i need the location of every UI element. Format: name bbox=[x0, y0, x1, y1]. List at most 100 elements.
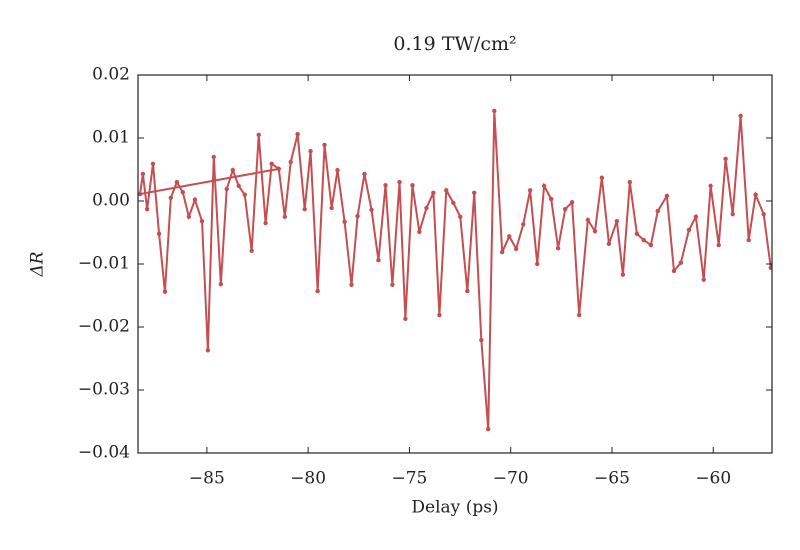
axes-frame bbox=[137, 74, 773, 454]
data-point bbox=[269, 161, 274, 167]
data-point bbox=[562, 206, 568, 212]
data-point bbox=[168, 195, 174, 201]
data-point bbox=[180, 189, 185, 195]
data-point bbox=[458, 214, 463, 219]
data-point bbox=[444, 188, 449, 193]
data-point bbox=[199, 218, 205, 224]
data-point bbox=[369, 207, 374, 213]
data-point bbox=[701, 277, 706, 282]
data-point bbox=[162, 289, 168, 294]
data-point bbox=[620, 272, 626, 277]
data-point bbox=[746, 237, 751, 243]
y-tick-label: −0.04 bbox=[78, 443, 130, 463]
data-point bbox=[492, 108, 497, 114]
data-point bbox=[276, 166, 281, 172]
data-point bbox=[205, 348, 211, 353]
plot-area bbox=[138, 108, 772, 432]
data-point bbox=[768, 265, 772, 270]
data-point bbox=[256, 132, 261, 138]
data-point bbox=[349, 282, 354, 287]
data-point bbox=[236, 183, 241, 189]
data-point bbox=[716, 242, 721, 248]
y-tick-label: 0.00 bbox=[92, 191, 130, 211]
data-point bbox=[678, 260, 684, 265]
data-point bbox=[174, 179, 180, 185]
data-point bbox=[555, 246, 561, 251]
y-tick-label: −0.02 bbox=[78, 317, 130, 337]
data-point bbox=[144, 206, 150, 212]
data-point bbox=[138, 191, 143, 197]
data-point bbox=[634, 231, 640, 236]
data-point bbox=[723, 156, 728, 161]
data-point bbox=[465, 288, 470, 294]
data-point bbox=[263, 220, 268, 226]
data-point bbox=[403, 316, 408, 322]
data-point bbox=[569, 200, 575, 205]
data-point bbox=[693, 214, 699, 219]
data-point bbox=[424, 205, 429, 211]
data-point bbox=[288, 159, 293, 165]
data-point bbox=[322, 142, 327, 148]
data-point bbox=[641, 237, 646, 243]
data-point bbox=[730, 212, 735, 217]
data-point bbox=[302, 206, 307, 212]
data-point bbox=[329, 205, 334, 211]
x-tick-label: −85 bbox=[189, 469, 225, 489]
data-point bbox=[585, 217, 591, 223]
data-point bbox=[224, 186, 229, 192]
data-point bbox=[342, 219, 347, 224]
data-point bbox=[295, 132, 300, 137]
data-point bbox=[192, 197, 198, 202]
x-tick-label: −60 bbox=[695, 469, 731, 489]
x-tick-label: −75 bbox=[391, 469, 427, 489]
x-tick-label: −80 bbox=[290, 469, 326, 489]
data-point bbox=[576, 312, 582, 318]
data-point bbox=[362, 171, 367, 177]
chart-title: 0.19 TW/cm² bbox=[393, 33, 516, 55]
data-point bbox=[535, 261, 540, 267]
y-tick-label: 0.01 bbox=[92, 128, 130, 148]
y-tick-label: 0.02 bbox=[92, 65, 130, 85]
y-axis-label: ΔR bbox=[28, 251, 48, 277]
data-point bbox=[599, 175, 605, 180]
x-tick-label: −65 bbox=[594, 469, 630, 489]
data-point bbox=[507, 234, 512, 239]
data-point bbox=[410, 183, 415, 188]
data-point bbox=[499, 249, 505, 255]
data-point bbox=[614, 218, 620, 224]
data-point bbox=[648, 242, 654, 248]
x-axis-label: Delay (ps) bbox=[411, 498, 498, 518]
data-point bbox=[606, 241, 612, 247]
data-point bbox=[431, 190, 436, 196]
data-point bbox=[249, 248, 254, 253]
data-point bbox=[655, 208, 660, 214]
data-point bbox=[282, 214, 288, 219]
data-point bbox=[527, 188, 533, 193]
data-point bbox=[708, 183, 713, 189]
data-point bbox=[549, 196, 554, 202]
data-point bbox=[335, 167, 340, 173]
data-point bbox=[417, 229, 422, 235]
data-point bbox=[761, 212, 766, 217]
data-point bbox=[140, 171, 146, 177]
data-point bbox=[627, 179, 633, 185]
y-tick-label: −0.01 bbox=[78, 254, 130, 274]
data-point bbox=[218, 281, 224, 287]
data-point bbox=[664, 193, 670, 199]
data-point bbox=[150, 161, 156, 167]
y-tick-label: −0.03 bbox=[78, 380, 130, 400]
data-point bbox=[472, 190, 477, 196]
data-point bbox=[686, 227, 692, 233]
data-point bbox=[592, 229, 598, 234]
data-point bbox=[513, 246, 519, 252]
data-point bbox=[479, 338, 484, 343]
data-point bbox=[156, 231, 162, 236]
data-point bbox=[376, 258, 381, 263]
data-point bbox=[355, 213, 360, 219]
data-point bbox=[486, 426, 491, 432]
data-point bbox=[397, 179, 402, 185]
data-point bbox=[383, 183, 388, 188]
data-point bbox=[308, 149, 313, 154]
data-point bbox=[211, 154, 216, 160]
